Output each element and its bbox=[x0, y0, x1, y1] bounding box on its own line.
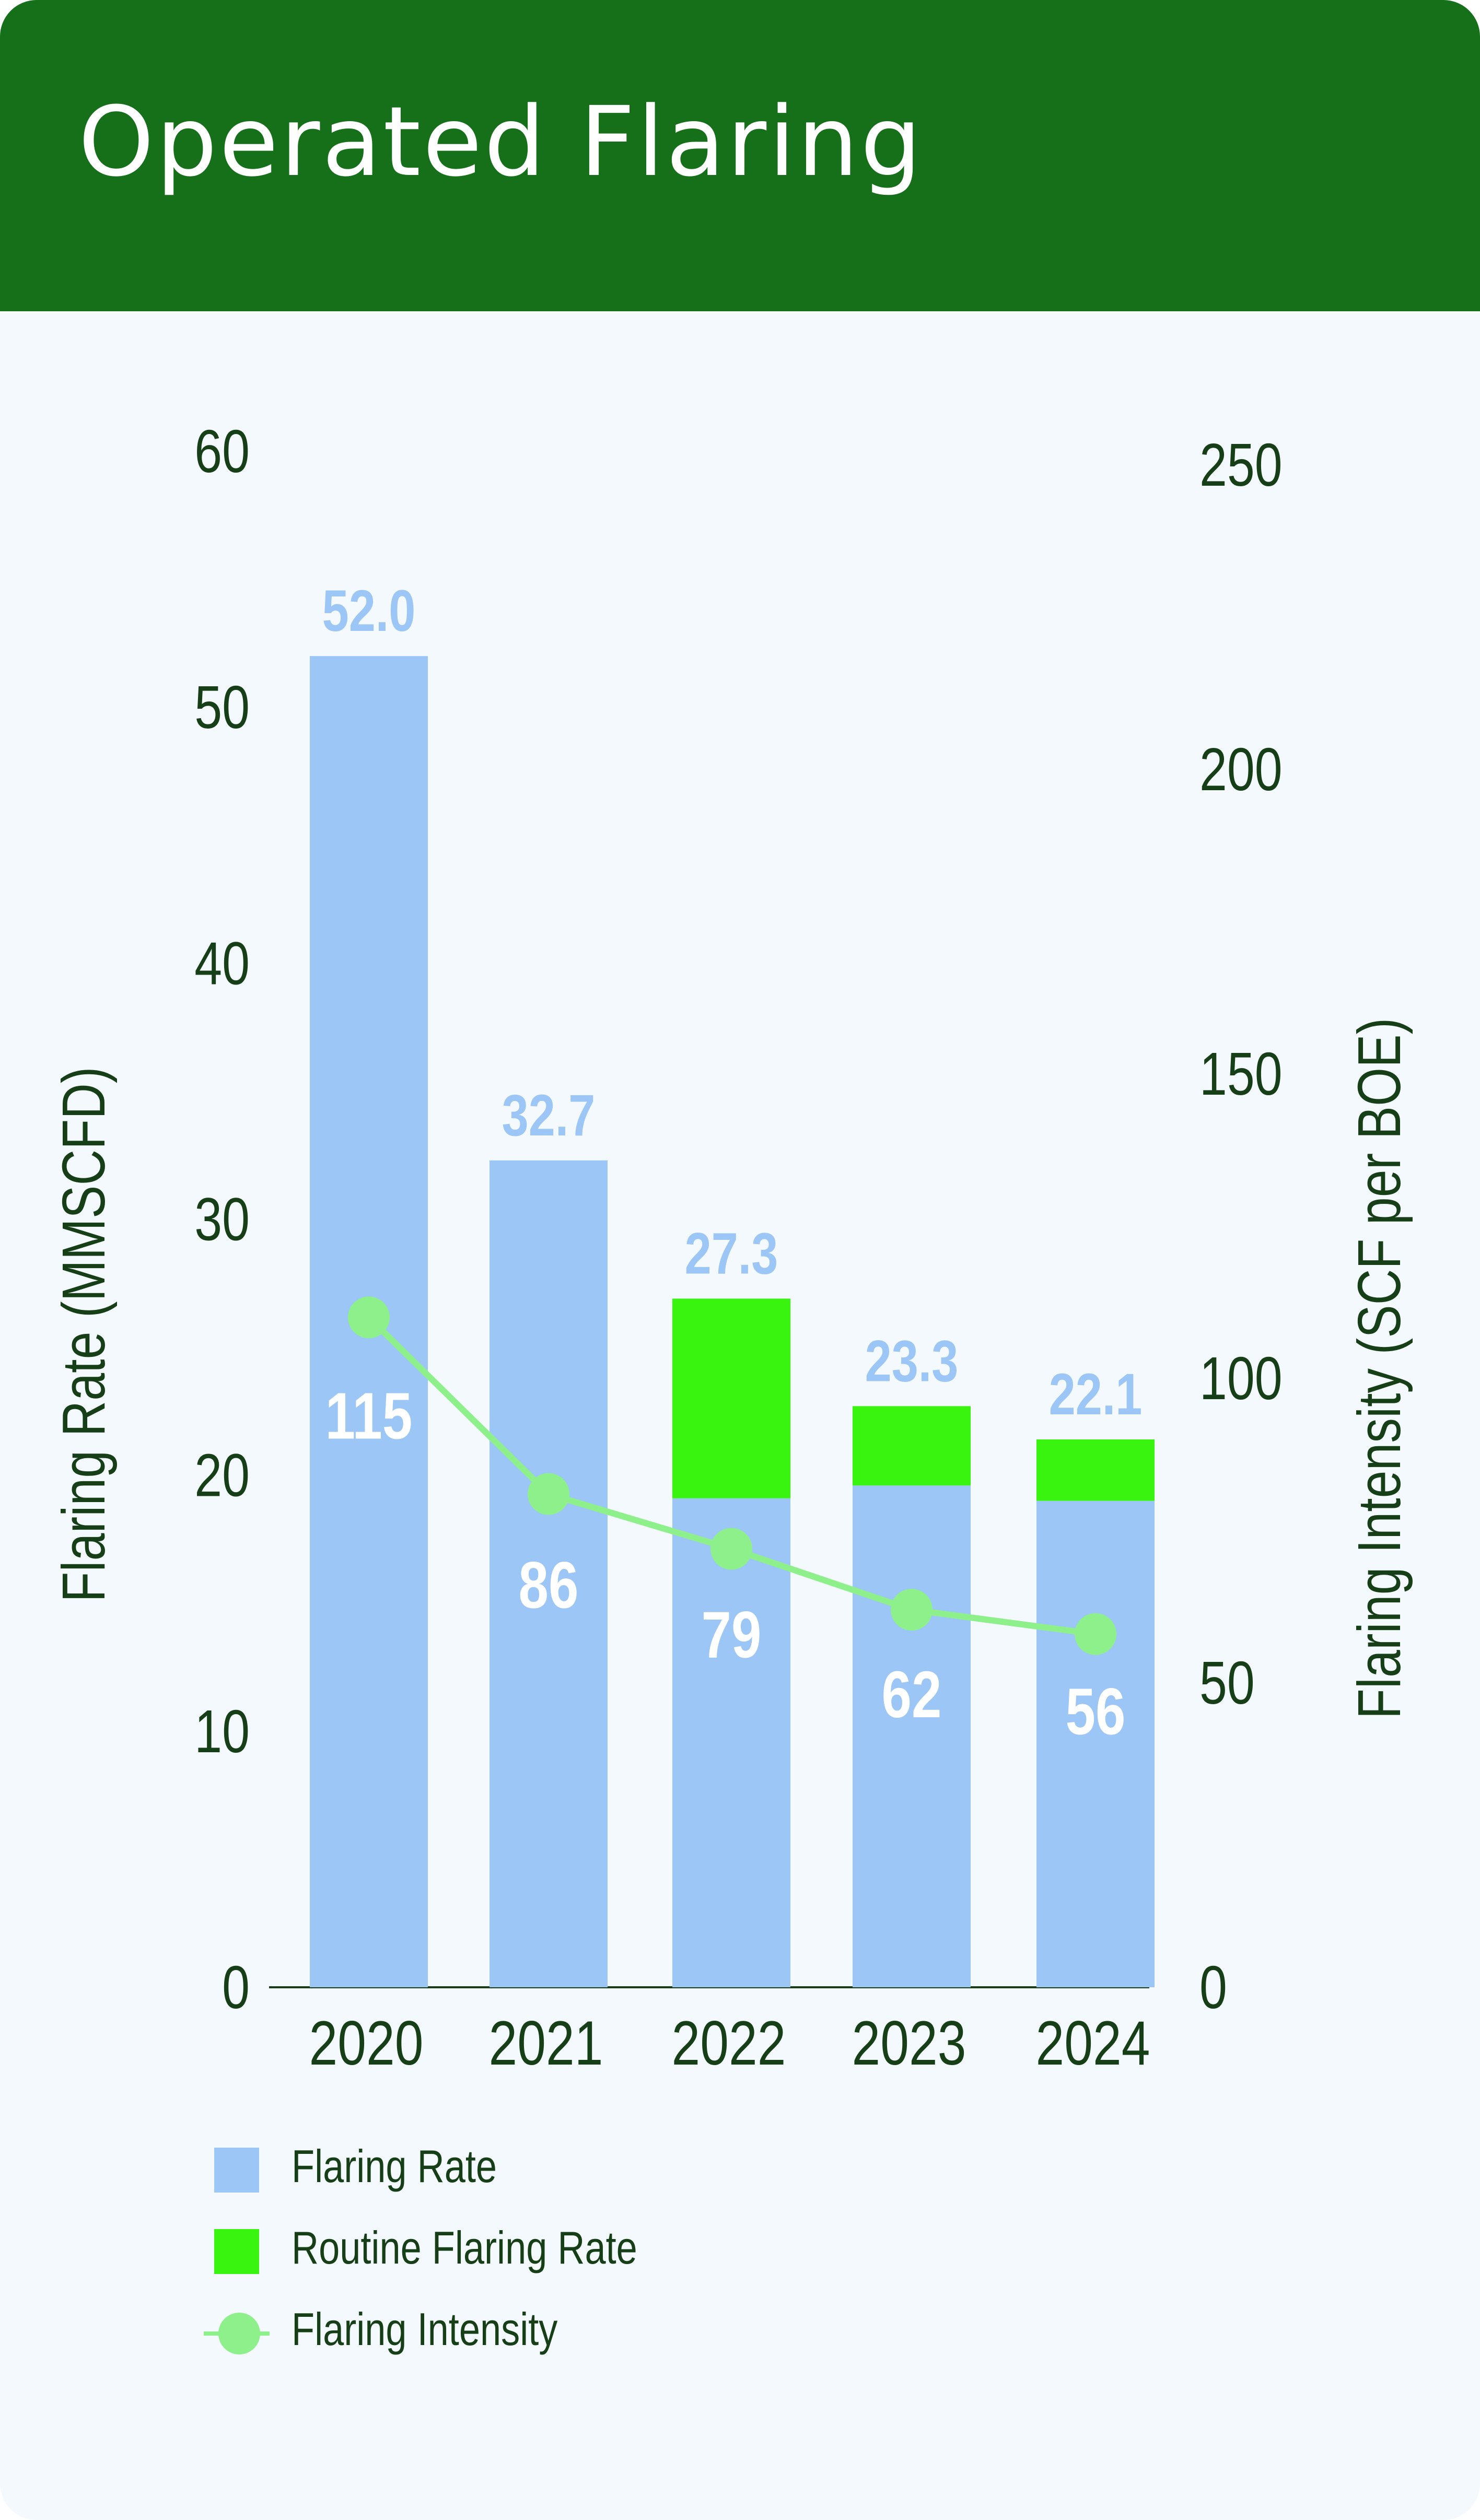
y-axis-title: Flaring Rate (MMSCFD) bbox=[50, 1066, 118, 1602]
bar-total-label: 27.3 bbox=[685, 1221, 778, 1286]
intensity-label: 79 bbox=[702, 1599, 762, 1672]
legend-label-flaring-intensity: Flaring Intensity bbox=[292, 2303, 558, 2355]
y2-axis-title: Flaring Intensity (SCF per BOE) bbox=[1346, 1018, 1413, 1719]
intensity-point bbox=[1075, 1613, 1116, 1655]
legend-label-routine-flaring-rate: Routine Flaring Rate bbox=[292, 2222, 637, 2273]
x-tick-label: 2020 bbox=[309, 2009, 424, 2078]
intensity-label: 56 bbox=[1066, 1675, 1126, 1749]
bar-flaring-rate bbox=[672, 1498, 790, 1987]
legend-label-flaring-rate: Flaring Rate bbox=[292, 2140, 497, 2192]
intensity-point bbox=[891, 1589, 933, 1631]
legend-dot-flaring-intensity bbox=[218, 2313, 260, 2354]
intensity-label: 115 bbox=[325, 1380, 413, 1453]
flaring-chart: 0 10 20 30 40 50 60 0 50 100 150 200 250 Flaring Rate… bbox=[50, 418, 1413, 2078]
legend-item-flaring-rate: Flaring Rate bbox=[209, 2136, 940, 2199]
legend-swatch-flaring-rate bbox=[214, 2148, 259, 2193]
y2-tick-label: 200 bbox=[1199, 736, 1283, 803]
bar-total-label: 32.7 bbox=[502, 1082, 596, 1148]
legend-swatch-routine-flaring-rate bbox=[214, 2229, 259, 2274]
y2-tick-label: 150 bbox=[1199, 1040, 1283, 1108]
intensity-label: 86 bbox=[519, 1549, 579, 1622]
header-bar: Operated Flaring bbox=[0, 0, 1480, 311]
y2-tick-label: 250 bbox=[1199, 431, 1283, 499]
y-tick-label: 50 bbox=[194, 674, 250, 741]
bar-total-label: 52.0 bbox=[322, 578, 416, 643]
y-tick-label: 0 bbox=[222, 1954, 250, 2021]
legend-item-flaring-intensity: Flaring Intensity bbox=[204, 2299, 940, 2362]
intensity-label: 62 bbox=[882, 1658, 942, 1731]
bar-flaring-rate bbox=[1036, 1501, 1155, 1987]
y2-tick-label: 100 bbox=[1199, 1345, 1283, 1412]
y-tick-label: 10 bbox=[194, 1698, 250, 1765]
intensity-point bbox=[710, 1528, 752, 1570]
bar-total-label: 23.3 bbox=[865, 1328, 959, 1394]
intensity-point bbox=[528, 1473, 569, 1515]
x-tick-label: 2022 bbox=[672, 2009, 786, 2078]
bar-routine-flaring-rate bbox=[1036, 1439, 1155, 1501]
y-tick-label: 40 bbox=[194, 930, 250, 997]
y-tick-label: 30 bbox=[194, 1186, 250, 1253]
y2-tick-label: 0 bbox=[1199, 1954, 1227, 2021]
y-tick-label: 60 bbox=[194, 418, 250, 485]
bar-flaring-rate bbox=[490, 1160, 608, 1987]
y2-tick-label: 50 bbox=[1199, 1649, 1255, 1717]
bar-flaring-rate bbox=[853, 1485, 971, 1987]
legend-item-routine-flaring-rate: Routine Flaring Rate bbox=[209, 2218, 940, 2280]
chart-title: Operated Flaring bbox=[78, 86, 924, 198]
y-tick-label: 20 bbox=[194, 1442, 250, 1509]
x-tick-label: 2023 bbox=[852, 2009, 966, 2078]
x-tick-label: 2024 bbox=[1036, 2009, 1150, 2078]
bar-total-label: 22.1 bbox=[1049, 1361, 1143, 1427]
bar-routine-flaring-rate bbox=[672, 1298, 790, 1498]
intensity-point bbox=[348, 1296, 390, 1339]
bar-routine-flaring-rate bbox=[853, 1406, 971, 1486]
x-tick-label: 2021 bbox=[489, 2009, 603, 2078]
